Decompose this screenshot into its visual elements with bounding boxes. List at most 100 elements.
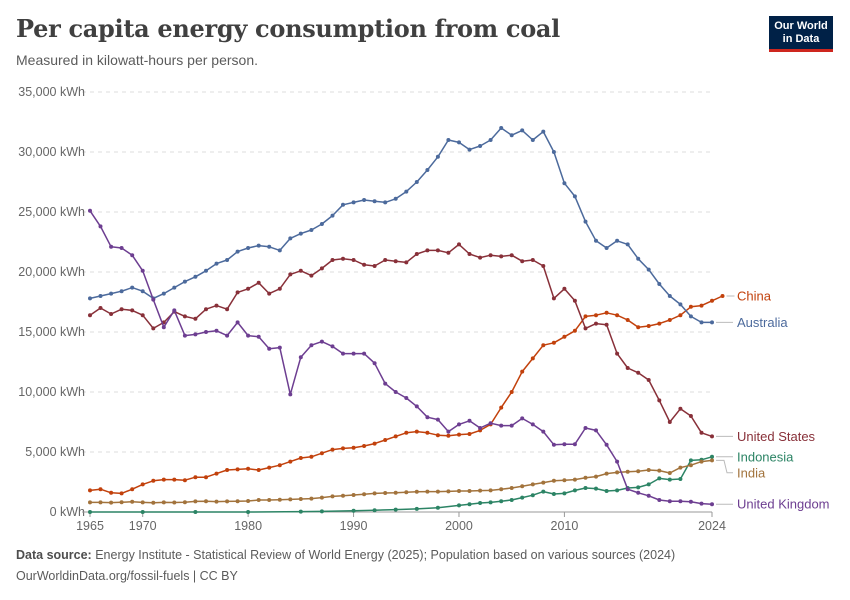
data-point-china <box>383 438 388 442</box>
y-tick-label: 25,000 kWh <box>18 205 85 219</box>
data-point-india <box>615 470 620 475</box>
data-point-united-kingdom <box>562 442 567 447</box>
data-point-united-kingdom <box>467 418 472 423</box>
data-point-united-states <box>130 308 135 313</box>
data-point-china <box>246 466 251 471</box>
data-point-china <box>182 478 187 483</box>
data-point-australia <box>657 282 662 286</box>
data-point-china <box>646 324 651 328</box>
data-point-united-states <box>383 258 388 262</box>
data-point-united-states <box>235 290 240 295</box>
data-point-china <box>625 318 630 322</box>
data-point-united-kingdom <box>520 416 525 421</box>
data-point-india <box>520 484 525 489</box>
data-point-united-states <box>193 316 198 321</box>
data-point-united-kingdom <box>383 381 388 386</box>
data-point-china <box>457 432 461 437</box>
data-point-united-kingdom <box>298 355 303 360</box>
data-point-indonesia <box>583 486 588 490</box>
data-point-india <box>246 499 251 503</box>
data-point-united-kingdom <box>319 339 324 344</box>
data-point-united-kingdom <box>182 333 187 338</box>
data-point-china <box>298 456 303 460</box>
data-point-china <box>509 390 514 394</box>
data-point-china <box>204 475 208 480</box>
y-tick-label: 20,000 kWh <box>18 265 85 279</box>
data-point-indonesia <box>351 508 356 513</box>
data-point-china <box>140 482 145 487</box>
x-tick-label: 2024 <box>698 519 726 533</box>
data-point-united-states <box>457 242 461 247</box>
data-point-china <box>319 451 324 456</box>
data-point-india <box>193 499 198 504</box>
data-point-united-kingdom <box>151 297 156 302</box>
data-point-china <box>594 313 598 318</box>
data-point-united-states <box>551 296 556 301</box>
data-point-india <box>572 477 577 482</box>
data-point-india <box>625 469 630 474</box>
data-source-label: Data source: <box>16 548 92 562</box>
data-point-australia <box>678 302 683 307</box>
data-point-indonesia <box>636 485 641 490</box>
data-point-indonesia <box>657 476 662 481</box>
data-point-india <box>530 482 535 487</box>
data-point-china <box>551 340 556 345</box>
data-point-united-kingdom <box>98 224 103 229</box>
data-point-indonesia <box>604 489 609 493</box>
data-point-china <box>161 477 166 482</box>
data-point-india <box>457 489 461 493</box>
data-point-united-states <box>425 248 430 253</box>
data-point-australia <box>319 222 324 226</box>
data-point-united-kingdom <box>541 429 546 434</box>
x-tick-label: 1970 <box>129 519 157 533</box>
data-point-united-states <box>646 378 651 382</box>
data-point-united-states <box>319 266 324 271</box>
data-point-united-kingdom <box>435 417 440 422</box>
data-point-united-states <box>267 291 272 296</box>
legend-label-united-kingdom: United Kingdom <box>737 497 830 512</box>
data-point-china <box>404 430 409 435</box>
data-source-note: Data source: Energy Institute - Statisti… <box>16 548 675 562</box>
data-point-china <box>277 463 282 468</box>
data-point-australia <box>457 140 461 145</box>
data-point-indonesia <box>246 510 251 514</box>
data-point-australia <box>182 279 187 284</box>
data-point-united-kingdom <box>288 392 293 397</box>
data-point-india <box>172 500 177 505</box>
data-point-united-states <box>478 255 483 260</box>
data-point-india <box>699 459 704 464</box>
data-point-united-states <box>309 273 314 278</box>
chart-subtitle: Measured in kilowatt-hours per person. <box>16 52 259 68</box>
data-point-australia <box>688 314 693 319</box>
data-point-indonesia <box>594 486 598 491</box>
x-tick-label: 1980 <box>234 519 262 533</box>
data-point-united-kingdom <box>625 487 630 492</box>
data-point-china <box>256 468 261 472</box>
data-point-australia <box>446 138 451 142</box>
data-point-india <box>488 488 493 493</box>
data-point-australia <box>499 126 504 130</box>
owid-logo[interactable]: Our World in Data <box>769 16 833 52</box>
data-point-australia <box>161 291 166 296</box>
data-point-united-kingdom <box>130 253 135 258</box>
data-point-china <box>541 343 546 348</box>
x-tick-label: 1990 <box>340 519 368 533</box>
data-point-indonesia <box>572 488 577 493</box>
data-point-china <box>351 445 356 450</box>
source-url[interactable]: OurWorldinData.org/fossil-fuels | CC BY <box>16 569 238 583</box>
data-point-indonesia <box>88 510 92 514</box>
data-point-united-kingdom <box>572 442 577 447</box>
legend-label-united-states: United States <box>737 429 816 444</box>
data-point-united-states <box>288 272 293 277</box>
data-point-australia <box>625 242 630 247</box>
y-tick-label: 35,000 kWh <box>18 85 85 99</box>
data-point-australia <box>277 248 282 253</box>
data-point-india <box>678 465 683 470</box>
data-point-united-states <box>246 286 251 291</box>
x-tick-label: 2010 <box>551 519 579 533</box>
data-point-united-kingdom <box>161 325 166 330</box>
data-point-india <box>351 493 356 497</box>
data-point-india <box>309 496 314 501</box>
data-point-china <box>193 475 198 480</box>
data-point-india <box>88 500 92 505</box>
